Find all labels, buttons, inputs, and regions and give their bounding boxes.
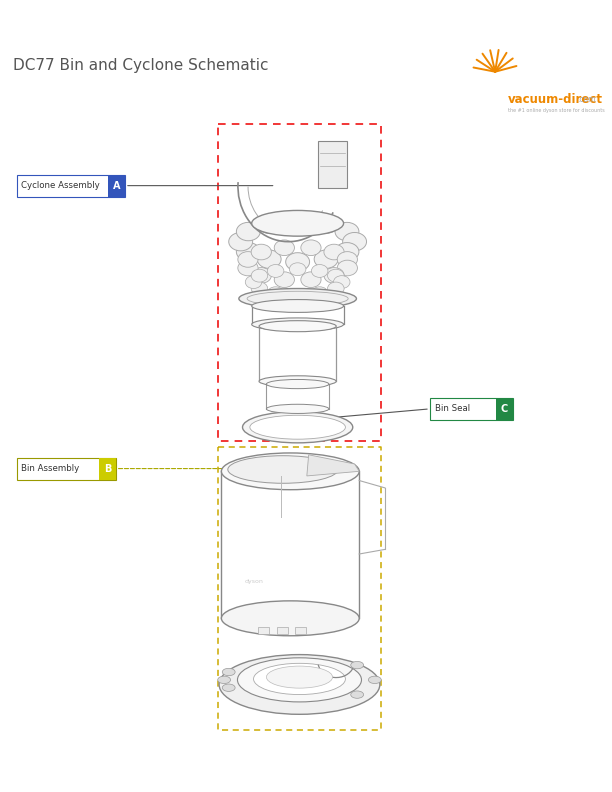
Bar [295, 627, 306, 634]
Ellipse shape [218, 676, 231, 683]
Ellipse shape [289, 263, 306, 276]
Ellipse shape [301, 272, 321, 287]
Ellipse shape [222, 684, 235, 691]
Ellipse shape [251, 282, 267, 295]
Ellipse shape [257, 250, 281, 268]
Ellipse shape [324, 244, 344, 260]
Ellipse shape [274, 272, 294, 287]
Ellipse shape [239, 288, 356, 309]
Ellipse shape [334, 276, 350, 288]
Ellipse shape [267, 265, 284, 277]
Ellipse shape [252, 318, 343, 331]
Ellipse shape [351, 661, 364, 668]
Ellipse shape [219, 655, 380, 714]
Ellipse shape [259, 375, 336, 386]
Ellipse shape [245, 276, 262, 288]
Ellipse shape [257, 215, 281, 234]
Ellipse shape [351, 691, 364, 699]
Ellipse shape [259, 321, 336, 332]
Ellipse shape [251, 269, 267, 282]
Ellipse shape [337, 261, 357, 276]
Ellipse shape [251, 268, 271, 284]
Bar [430, 398, 513, 420]
Ellipse shape [286, 253, 310, 271]
Text: DC77 Bin and Cyclone Schematic: DC77 Bin and Cyclone Schematic [13, 58, 268, 73]
Ellipse shape [253, 664, 345, 695]
Bar [496, 398, 513, 420]
Text: .com: .com [577, 95, 595, 104]
Bar [277, 627, 288, 634]
Text: C: C [501, 404, 508, 414]
Ellipse shape [238, 252, 258, 267]
Ellipse shape [312, 287, 328, 299]
Ellipse shape [335, 242, 359, 261]
Ellipse shape [237, 658, 362, 702]
Bar [17, 458, 116, 480]
Text: the #1 online dyson store for discounts: the #1 online dyson store for discounts [508, 108, 605, 112]
Ellipse shape [238, 261, 258, 276]
Ellipse shape [236, 242, 260, 261]
Ellipse shape [289, 288, 306, 302]
Ellipse shape [251, 244, 271, 260]
Bar [17, 174, 125, 196]
Ellipse shape [242, 412, 353, 443]
Ellipse shape [335, 223, 359, 241]
Ellipse shape [327, 269, 344, 282]
Ellipse shape [267, 287, 284, 299]
Ellipse shape [228, 455, 338, 483]
Ellipse shape [312, 265, 328, 277]
Ellipse shape [286, 212, 310, 230]
Ellipse shape [266, 379, 329, 389]
Text: vacuum-direct: vacuum-direct [508, 93, 603, 106]
Text: B: B [104, 463, 111, 474]
Ellipse shape [222, 601, 359, 636]
Ellipse shape [337, 252, 357, 267]
Ellipse shape [236, 223, 260, 241]
Text: Cyclone Assembly: Cyclone Assembly [21, 181, 100, 190]
Text: Bin Seal: Bin Seal [435, 405, 469, 413]
Ellipse shape [368, 676, 381, 683]
Ellipse shape [324, 268, 344, 284]
Text: dyson: dyson [244, 579, 263, 584]
Bar [99, 458, 116, 480]
Ellipse shape [229, 233, 253, 251]
Bar [108, 174, 125, 196]
Ellipse shape [301, 240, 321, 256]
Polygon shape [307, 455, 359, 476]
Ellipse shape [250, 415, 345, 440]
Bar [258, 627, 269, 634]
Ellipse shape [327, 282, 344, 295]
Ellipse shape [252, 299, 343, 312]
Ellipse shape [252, 211, 343, 236]
Ellipse shape [222, 668, 235, 676]
Ellipse shape [274, 240, 294, 256]
Ellipse shape [314, 215, 338, 234]
Ellipse shape [266, 666, 332, 688]
Text: A: A [113, 181, 121, 191]
Bar [318, 141, 347, 188]
Text: Bin Assembly: Bin Assembly [21, 464, 80, 473]
Ellipse shape [266, 404, 329, 413]
Ellipse shape [314, 250, 338, 268]
Ellipse shape [343, 233, 367, 251]
Ellipse shape [222, 453, 359, 489]
